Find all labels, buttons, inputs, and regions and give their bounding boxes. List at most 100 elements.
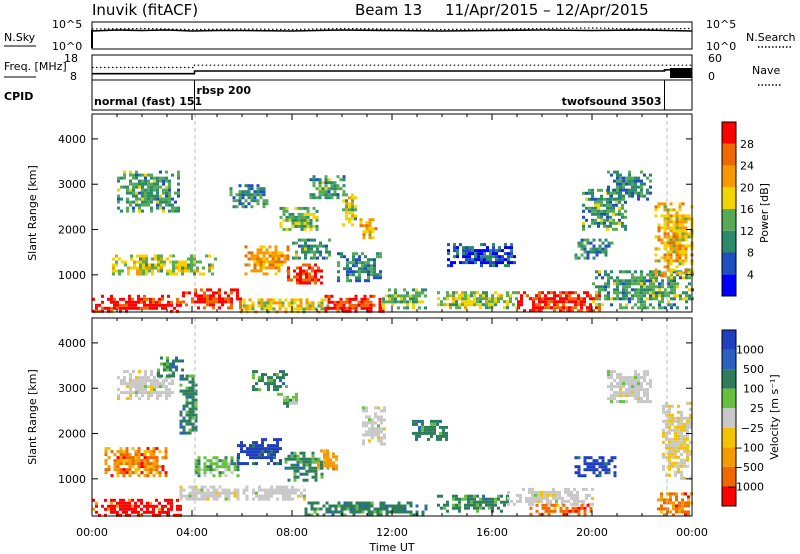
heatmap-cell	[147, 185, 150, 189]
heatmap-cell	[182, 407, 186, 411]
heatmap-cell	[120, 209, 123, 213]
heatmap-cell	[115, 260, 118, 264]
heatmap-cell	[687, 495, 690, 499]
heatmap-cell	[668, 467, 671, 471]
heatmap-cell	[541, 506, 545, 510]
heatmap-cell	[684, 247, 688, 251]
heatmap-cell	[137, 462, 141, 466]
heatmap-cell	[610, 173, 613, 177]
heatmap-cell	[501, 261, 504, 265]
heatmap-cell	[352, 507, 356, 511]
heatmap-cell	[146, 459, 150, 463]
heatmap-cell	[153, 385, 156, 389]
heatmap-cell	[136, 269, 139, 273]
heatmap-cell	[293, 451, 297, 455]
heatmap-cell	[263, 307, 267, 311]
heatmap-cell	[485, 297, 488, 301]
heatmap-cell	[476, 297, 479, 301]
heatmap-cell	[221, 491, 225, 495]
heatmap-cell	[580, 474, 584, 478]
heatmap-cell	[672, 507, 675, 511]
y-tick-label: 2000	[58, 224, 86, 237]
heatmap-cell	[191, 488, 195, 492]
heatmap-cell	[197, 456, 201, 460]
heatmap-cell	[678, 241, 682, 245]
heatmap-cell	[622, 197, 625, 201]
heatmap-cell	[308, 263, 311, 267]
heatmap-cell	[498, 246, 501, 250]
heatmap-cell	[128, 456, 132, 460]
heatmap-cell	[307, 244, 310, 248]
heatmap-cell	[132, 188, 135, 192]
heatmap-cell	[104, 459, 108, 463]
heatmap-cell	[367, 267, 370, 271]
heatmap-cell	[657, 247, 661, 251]
heatmap-cell	[674, 416, 677, 420]
heatmap-cell	[610, 373, 613, 377]
heatmap-cell	[295, 241, 298, 245]
heatmap-cell	[256, 202, 260, 206]
heatmap-cell	[382, 306, 385, 310]
heatmap-cell	[162, 191, 165, 195]
heatmap-cell	[640, 388, 643, 392]
heatmap-cell	[194, 428, 198, 432]
heatmap-cell	[339, 300, 343, 304]
heatmap-cell	[200, 300, 203, 304]
heatmap-cell	[585, 496, 588, 500]
heatmap-cell	[663, 501, 666, 505]
heatmap-cell	[117, 194, 120, 198]
heatmap-cell	[591, 209, 594, 213]
heatmap-cell	[528, 502, 531, 506]
heatmap-cell	[144, 376, 147, 380]
heatmap-cell	[652, 276, 655, 280]
heatmap-cell	[277, 251, 281, 255]
heatmap-cell	[669, 262, 673, 266]
heatmap-cell	[104, 306, 107, 310]
heatmap-cell	[290, 298, 294, 302]
heatmap-cell	[643, 394, 646, 398]
heatmap-cell	[476, 494, 479, 498]
heatmap-cell	[394, 288, 397, 292]
heatmap-cell	[682, 297, 685, 301]
heatmap-cell	[150, 206, 153, 210]
heatmap-cell	[319, 244, 322, 248]
heatmap-cell	[206, 465, 210, 469]
x-axis-label: Time UT	[368, 541, 414, 554]
heatmap-cell	[296, 304, 300, 308]
heatmap-cell	[598, 273, 601, 277]
heatmap-cell	[668, 446, 671, 450]
heatmap-cell	[185, 404, 189, 408]
heatmap-cell	[660, 271, 664, 275]
heatmap-cell	[568, 300, 571, 304]
heatmap-cell	[669, 250, 673, 254]
heatmap-cell	[163, 263, 166, 267]
heatmap-cell	[559, 294, 562, 298]
heatmap-cell	[618, 200, 621, 204]
heatmap-cell	[663, 208, 667, 212]
heatmap-cell	[678, 253, 682, 257]
heatmap-cell	[607, 385, 610, 389]
heatmap-cell	[358, 279, 361, 283]
heatmap-cell	[607, 297, 610, 301]
heatmap-cell	[677, 422, 680, 426]
heatmap-cell	[597, 197, 600, 201]
heatmap-cell	[165, 200, 168, 204]
heatmap-cell	[287, 304, 291, 308]
heatmap-cell	[203, 485, 207, 489]
heatmap-cell	[139, 254, 142, 258]
heatmap-cell	[562, 512, 566, 516]
heatmap-cell	[166, 365, 169, 369]
heatmap-cell	[242, 304, 246, 308]
heatmap-cell	[625, 282, 628, 286]
power-colorbar-swatch	[722, 187, 736, 209]
heatmap-cell	[369, 294, 373, 298]
heatmap-cell	[287, 478, 291, 482]
heatmap-cell	[418, 291, 421, 295]
heatmap-cell	[366, 297, 370, 301]
heatmap-cell	[595, 285, 598, 289]
heatmap-cell	[488, 297, 491, 301]
heatmap-cell	[304, 510, 308, 514]
heatmap-cell	[165, 388, 168, 392]
heatmap-cell	[371, 433, 374, 437]
heatmap-cell	[583, 250, 587, 254]
